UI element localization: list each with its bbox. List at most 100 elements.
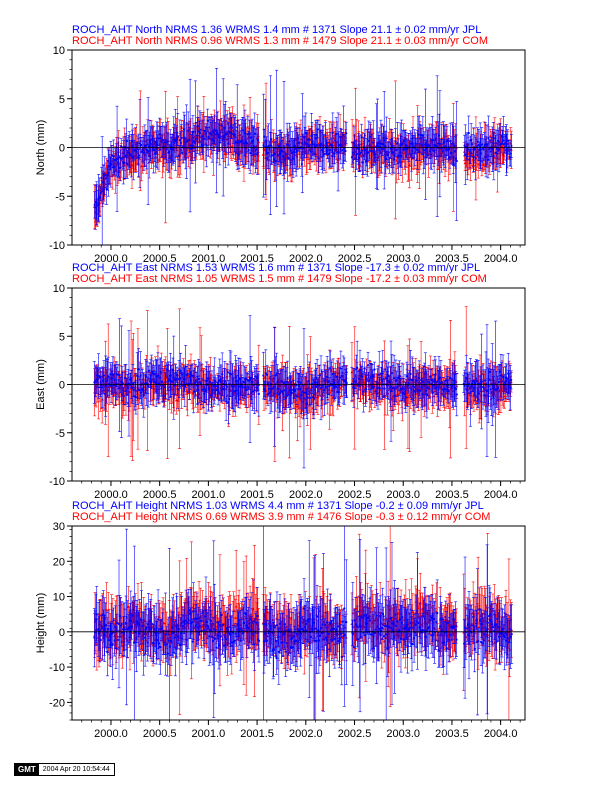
data-point xyxy=(385,137,388,140)
data-point xyxy=(344,149,347,153)
data-point xyxy=(437,142,440,145)
data-point xyxy=(331,131,334,134)
data-point xyxy=(130,154,133,157)
data-point xyxy=(396,142,399,145)
data-point xyxy=(269,138,273,141)
data-point xyxy=(318,144,322,147)
data-point xyxy=(373,153,376,156)
data-point xyxy=(382,136,385,140)
data-point xyxy=(95,202,98,205)
data-point xyxy=(199,128,203,131)
data-layer xyxy=(92,306,513,469)
data-point xyxy=(454,157,457,160)
data-point xyxy=(181,151,184,154)
data-point xyxy=(286,156,289,159)
x-tick-label: 2002.5 xyxy=(338,253,372,265)
data-point xyxy=(370,149,374,152)
data-point xyxy=(305,142,308,146)
data-point xyxy=(121,157,124,160)
data-point xyxy=(360,136,363,139)
data-point xyxy=(350,156,354,159)
data-point xyxy=(381,143,384,146)
data-point xyxy=(316,128,320,131)
data-point xyxy=(494,151,497,154)
data-point xyxy=(351,151,355,154)
data-point xyxy=(497,139,500,143)
data-point xyxy=(479,152,482,155)
data-point xyxy=(131,144,134,147)
data-point xyxy=(447,156,451,160)
data-point xyxy=(251,139,255,142)
data-point xyxy=(398,154,401,157)
data-point xyxy=(125,139,128,143)
data-point xyxy=(256,153,259,156)
data-point xyxy=(94,206,97,209)
data-point xyxy=(377,142,381,145)
data-point xyxy=(283,158,286,161)
data-point xyxy=(266,151,269,155)
data-point xyxy=(275,137,278,140)
data-point xyxy=(452,144,455,147)
data-point xyxy=(198,131,201,135)
data-point xyxy=(230,126,233,129)
data-point xyxy=(474,157,477,160)
data-point xyxy=(388,164,391,167)
data-point xyxy=(485,143,489,146)
data-point xyxy=(345,132,348,135)
data-point xyxy=(157,137,160,140)
data-point xyxy=(410,153,413,156)
data-point xyxy=(483,145,486,148)
series-jpl xyxy=(93,67,513,245)
panel-title-line: ROCH_AHT North NRMS 1.36 WRMS 1.4 mm # 1… xyxy=(72,24,481,36)
x-tick-label: 2000.0 xyxy=(94,253,128,265)
data-point xyxy=(180,136,183,139)
data-point xyxy=(312,143,316,146)
data-point xyxy=(380,147,383,151)
data-point xyxy=(160,140,163,144)
data-point xyxy=(508,156,511,159)
data-point xyxy=(448,156,451,159)
data-point xyxy=(112,155,115,158)
data-point xyxy=(140,143,143,147)
data-point xyxy=(128,152,132,156)
data-point xyxy=(505,152,508,155)
data-point xyxy=(297,141,300,145)
data-point xyxy=(367,139,370,142)
data-point xyxy=(363,149,367,152)
data-point xyxy=(488,134,492,138)
data-point xyxy=(102,187,105,190)
data-point xyxy=(487,136,490,140)
data-point xyxy=(417,133,420,136)
data-point xyxy=(383,145,387,148)
data-point xyxy=(510,144,513,148)
data-point xyxy=(187,129,190,132)
data-point xyxy=(393,154,396,157)
data-point xyxy=(366,151,369,154)
data-point xyxy=(431,138,435,142)
panel-0: ROCH_AHT North NRMS 1.36 WRMS 1.4 mm # 1… xyxy=(35,24,526,265)
data-point xyxy=(189,144,192,147)
data-point xyxy=(482,162,486,166)
data-point xyxy=(247,148,250,152)
data-point xyxy=(262,144,265,147)
data-point xyxy=(322,144,325,147)
data-point xyxy=(101,189,104,193)
data-point xyxy=(469,148,472,151)
data-point xyxy=(422,153,425,156)
data-point xyxy=(267,145,270,148)
data-point xyxy=(162,145,166,148)
data-point xyxy=(158,133,161,136)
data-point xyxy=(387,151,390,154)
data-point xyxy=(341,149,344,152)
data-point xyxy=(281,150,284,153)
data-point xyxy=(145,148,148,151)
data-point xyxy=(331,154,334,158)
data-point xyxy=(470,143,474,146)
data-point xyxy=(307,145,310,148)
data-point xyxy=(274,159,277,163)
y-tick-label: 0 xyxy=(59,143,65,155)
data-point xyxy=(467,131,470,135)
data-point xyxy=(117,156,120,159)
data-point xyxy=(304,132,307,135)
